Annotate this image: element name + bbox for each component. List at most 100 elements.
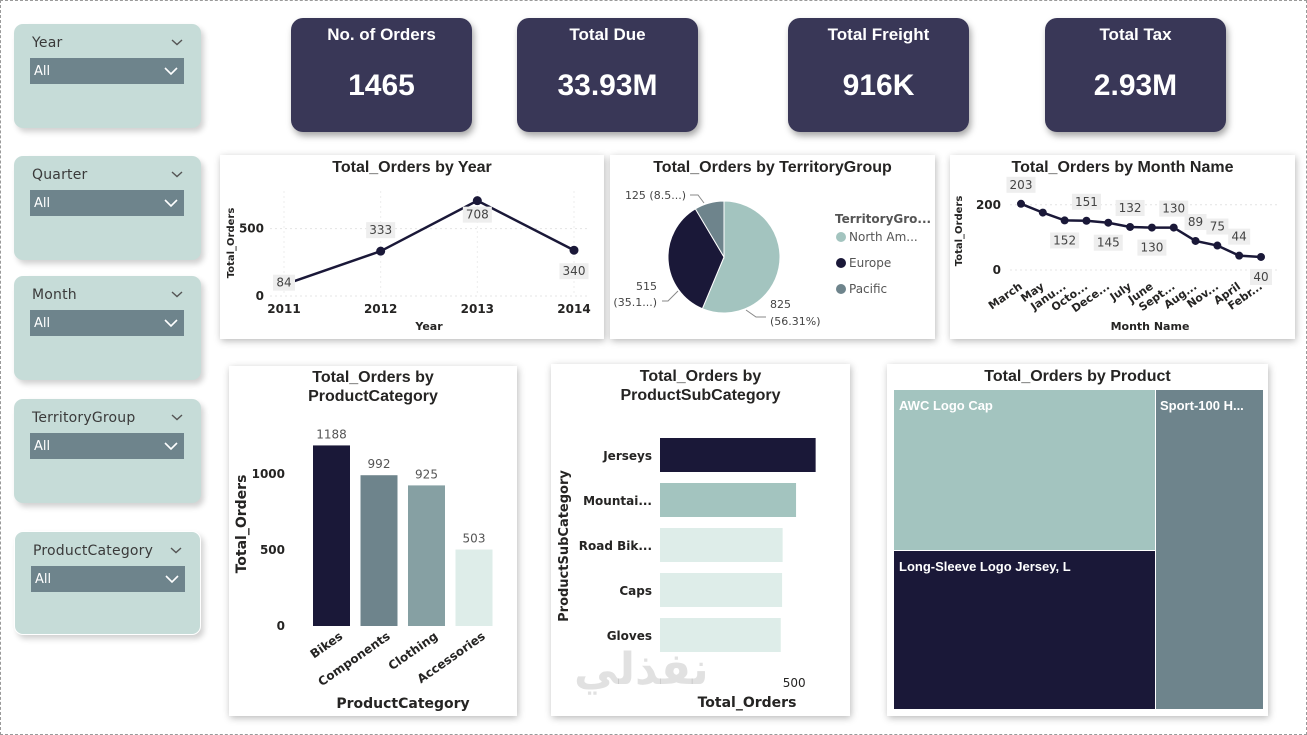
chevron-down-icon[interactable] xyxy=(171,168,183,180)
bar xyxy=(360,475,398,626)
legend-title: TerritoryGro... xyxy=(835,212,931,226)
y-tick-label: Mountai... xyxy=(583,494,652,508)
chart-orders-by-product-category[interactable]: Total_Orders by ProductCategory 0 500 1000… xyxy=(229,366,517,716)
data-label-bg xyxy=(1159,200,1189,217)
data-point xyxy=(1038,208,1047,217)
x-tick-label: 500 xyxy=(783,676,806,690)
chevron-down-icon[interactable] xyxy=(171,411,183,423)
legend-label: North Am... xyxy=(849,230,918,244)
data-label-bg xyxy=(1228,228,1251,245)
kpi-card-total-tax: Total Tax 2.93M xyxy=(1045,18,1226,132)
y-axis-title: ProductSubCategory xyxy=(557,470,572,622)
data-label-bg xyxy=(273,274,295,291)
data-label: 40 xyxy=(1253,270,1268,284)
kpi-card-total-due: Total Due 33.93M xyxy=(517,18,698,132)
slice-label: 125 (8.5...) xyxy=(625,189,686,202)
slicer-quarter[interactable]: Quarter All xyxy=(14,156,201,260)
slicer-value: All xyxy=(34,316,51,331)
chart-title: Total_Orders by Product xyxy=(984,368,1171,385)
kpi-title: No. of Orders xyxy=(327,25,436,44)
bar xyxy=(660,438,816,472)
chart-title-line-1: Total_Orders by xyxy=(639,368,762,385)
data-point xyxy=(1191,236,1200,245)
data-point xyxy=(569,245,579,255)
data-label: 44 xyxy=(1232,230,1247,244)
y-tick-label: 0 xyxy=(277,619,285,633)
slicer-dropdown[interactable]: All xyxy=(30,190,184,216)
y-tick-label: 500 xyxy=(260,543,285,557)
chart-orders-by-month[interactable]: Total_Orders by Month Name 0 200 203 March M… xyxy=(950,155,1295,339)
x-tick-label: Bikes xyxy=(308,629,346,661)
y-axis-title: Total_Orders xyxy=(954,196,965,267)
slicer-dropdown[interactable]: All xyxy=(30,310,184,336)
data-point xyxy=(1104,218,1113,227)
slicer-title: TerritoryGroup xyxy=(32,410,136,426)
data-label: 75 xyxy=(1210,220,1225,234)
chevron-down-icon xyxy=(164,199,178,208)
slicer-dropdown[interactable]: All xyxy=(30,433,184,459)
x-axis-title: Month Name xyxy=(1111,320,1190,333)
data-point xyxy=(1147,223,1156,232)
data-label-bg xyxy=(1093,234,1123,251)
data-label-bg xyxy=(1137,239,1167,256)
slice-label: (35.1...) xyxy=(613,296,657,309)
chart-orders-by-territory[interactable]: Total_Orders by TerritoryGroup 825 (56.31… xyxy=(610,155,935,339)
pie-slice xyxy=(694,200,725,259)
slicer-value: All xyxy=(34,64,51,79)
slicer-year[interactable]: Year All xyxy=(14,24,201,128)
y-tick-label: 0 xyxy=(256,289,264,303)
chart-title: Total_Orders by Year xyxy=(332,159,492,176)
y-tick-label: Jerseys xyxy=(602,449,652,463)
chart-title: Total_Orders by Month Name xyxy=(1011,159,1234,176)
legend-label: Europe xyxy=(849,256,891,270)
data-label-bg xyxy=(462,206,492,223)
slicer-value: All xyxy=(34,196,51,211)
slicer-dropdown[interactable]: All xyxy=(30,58,184,84)
y-tick-label: Road Bik... xyxy=(579,539,652,553)
chart-orders-by-product[interactable]: Total_Orders by Product AWC Logo Cap Lon… xyxy=(887,364,1268,716)
slicer-product-category[interactable]: ProductCategory All xyxy=(14,531,201,635)
treemap-tile-sport-100[interactable]: Sport-100 H... xyxy=(1156,390,1263,709)
slicer-title: Year xyxy=(32,35,63,51)
slicer-title: Quarter xyxy=(32,167,88,183)
treemap-label: AWC Logo Cap xyxy=(899,398,993,413)
slice-label: (56.31%) xyxy=(770,315,821,328)
bar xyxy=(455,549,493,626)
data-label-bg xyxy=(366,222,396,239)
y-tick-label: Gloves xyxy=(607,629,652,643)
chart-orders-by-year[interactable]: Total_Orders by Year 0 500 84 2011 333 2012 70… xyxy=(220,155,604,339)
chevron-down-icon[interactable] xyxy=(171,288,183,300)
legend-marker xyxy=(836,258,846,268)
treemap-tile-awc-logo-cap[interactable]: AWC Logo Cap xyxy=(894,390,1155,550)
data-label-bg xyxy=(559,263,589,280)
bar xyxy=(313,445,350,626)
bar xyxy=(660,528,783,562)
data-point xyxy=(1169,223,1178,232)
data-label: 151 xyxy=(1075,195,1098,209)
kpi-card-orders: No. of Orders 1465 xyxy=(291,18,472,132)
chevron-down-icon[interactable] xyxy=(171,36,183,48)
chart-orders-by-product-subcategory[interactable]: Total_Orders by ProductSubCategory Jerse… xyxy=(551,364,850,716)
y-tick-label: Caps xyxy=(619,584,652,598)
slicer-dropdown[interactable]: All xyxy=(31,566,185,592)
year-line-plot: 0 500 84 2011 333 2012 708 2013 340 2014 Year Total… xyxy=(226,191,591,333)
x-axis-title: Year xyxy=(414,320,443,333)
treemap-label: Long-Sleeve Logo Jersey, L xyxy=(899,559,1071,574)
kpi-title: Total Tax xyxy=(1099,25,1172,44)
x-tick-label: 2011 xyxy=(267,302,300,316)
kpi-title: Total Due xyxy=(569,25,646,44)
treemap-tile-long-sleeve-jersey[interactable]: Long-Sleeve Logo Jersey, L xyxy=(894,551,1155,709)
slice-label: 825 xyxy=(770,298,791,311)
chevron-down-icon xyxy=(165,575,179,584)
month-line-plot: 0200203MarchMay152Janu...151Octo...145De… xyxy=(954,176,1280,333)
slicer-value: All xyxy=(34,439,51,454)
legend-marker xyxy=(836,232,846,242)
kpi-value: 1465 xyxy=(348,69,415,102)
data-point xyxy=(376,246,386,256)
slicer-month[interactable]: Month All xyxy=(14,276,201,380)
chevron-down-icon[interactable] xyxy=(170,544,182,556)
slicer-territory-group[interactable]: TerritoryGroup All xyxy=(14,399,201,503)
data-point xyxy=(1082,216,1091,225)
data-label: 132 xyxy=(1119,201,1142,215)
bar-value-label: 503 xyxy=(463,532,486,546)
